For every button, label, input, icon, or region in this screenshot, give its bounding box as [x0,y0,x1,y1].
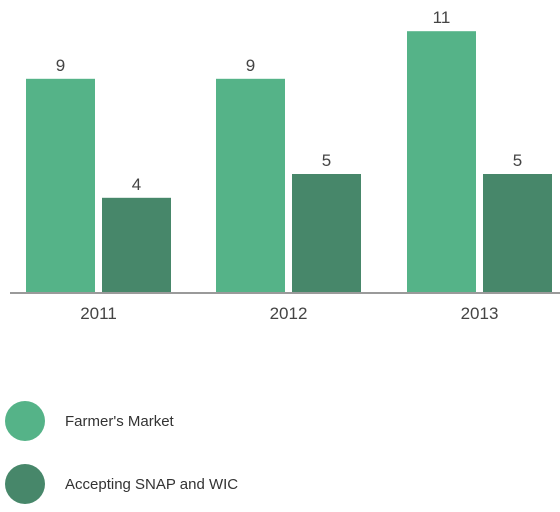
bars-group: 9 4 9 5 11 5 [26,8,552,293]
bar-2011-series-0 [26,78,95,293]
x-tick-label-2011: 2011 [80,304,117,323]
data-label-2012-series-0: 9 [246,56,255,75]
bar-2012-series-1 [292,174,361,293]
bar-2013-series-1 [483,174,552,293]
x-tick-label-2012: 2012 [270,304,308,323]
bar-2012-series-0 [216,78,285,293]
data-label-2013-series-0: 11 [433,8,451,27]
x-tick-labels: 2011 2012 2013 [80,304,498,323]
bar-2011-series-1 [102,197,171,293]
data-label-2013-series-1: 5 [513,151,522,170]
x-tick-label-2013: 2013 [461,304,499,323]
data-label-2011-series-1: 4 [132,175,141,194]
bar-2013-series-0 [407,31,476,293]
data-label-2012-series-1: 5 [322,151,331,170]
data-label-2011-series-0: 9 [56,56,65,75]
